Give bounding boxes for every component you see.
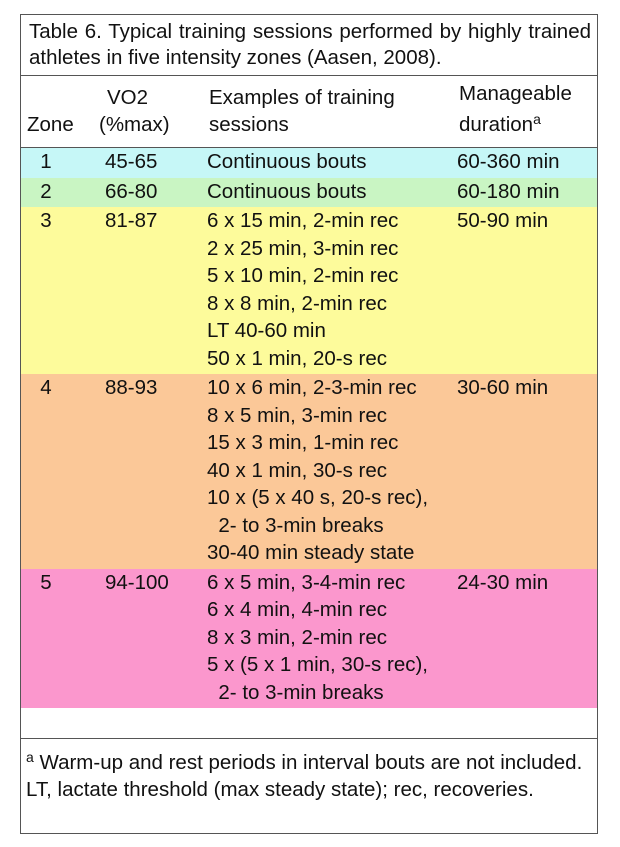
session-line: LT 40-60 min [207,319,326,342]
table-footnote: a Warm-up and rest periods in interval b… [26,750,592,803]
zone-row: 4 88-93 10 x 6 min, 2-3-min rec 8 x 5 min, … [21,374,597,569]
session-line: 30-40 min steady state [207,541,415,564]
zone-row: 3 81-87 6 x 15 min, 2-min rec 2 x 25 min, 3… [21,207,597,374]
abbreviation-note: LT, lactate threshold (max steady state)… [26,777,534,801]
vo2-range: 66-80 [105,179,158,203]
duration-value: 50-90 min [457,209,549,232]
session-line: 15 x 3 min, 1-min rec [207,431,399,454]
session-line: 6 x 5 min, 3-4-min rec [207,570,406,594]
zone-row: 1 45-65 Continuous bouts 60-360 min [21,148,597,178]
session-line: 8 x 3 min, 2-min rec [207,625,387,649]
zone-number: 1 [40,150,52,173]
session-line: 2- to 3-min breaks [207,680,384,704]
session-line: 6 x 4 min, 4-min rec [207,598,387,621]
header-duration-line2: durationa [459,111,541,136]
footnote-marker: a [26,749,34,765]
header-vo2: VO2 [107,86,149,109]
header-divider [21,147,597,148]
duration-value: 60-360 min [457,150,560,173]
session-line: 2 x 25 min, 3-min rec [207,236,399,260]
header-duration: Manageable [459,82,572,105]
vo2-range: 88-93 [105,376,158,399]
footer-divider [21,738,597,739]
table-frame: Table 6. Typical training sessions perfo… [20,14,598,834]
header-vo2-unit: (%max) [99,113,170,136]
vo2-range: 81-87 [105,209,158,232]
zone-number: 3 [40,209,52,232]
session-line: 6 x 15 min, 2-min rec [207,209,399,232]
zone-number: 5 [40,570,52,594]
session-line: 8 x 8 min, 2-min rec [207,291,387,315]
session-line: 5 x (5 x 1 min, 30-s rec), [207,653,429,676]
duration-value: 60-180 min [457,179,560,203]
vo2-range: 45-65 [105,150,158,173]
session-line: 10 x 6 min, 2-3-min rec [207,376,417,399]
footnote-marker: a [533,111,541,127]
zone-row: 5 94-100 6 x 5 min, 3-4-min rec 6 x 4 min, … [21,568,597,708]
duration-value: 24-30 min [457,570,549,594]
header-zone: Zone [27,113,74,136]
footnote-text: Warm-up and rest periods in interval bou… [33,751,583,774]
session-line: 40 x 1 min, 30-s rec [207,458,388,482]
session-line: Continuous bouts [207,179,367,203]
header-sessions-line2: sessions [209,113,289,136]
zone-row: 2 66-80 Continuous bouts 60-180 min [21,177,597,207]
session-line: 8 x 5 min, 3-min rec [207,403,387,427]
session-line: 2- to 3-min breaks [207,513,384,537]
zone-number: 4 [40,376,52,399]
table-caption: Table 6. Typical training sessions perfo… [29,20,591,69]
duration-value: 30-60 min [457,376,549,399]
header-sessions: Examples of training [209,86,395,109]
zone-number: 2 [40,179,52,203]
session-line: Continuous bouts [207,150,367,173]
session-line: 50 x 1 min, 20-s rec [207,346,388,370]
caption-divider [21,75,597,76]
vo2-range: 94-100 [105,570,169,594]
session-line: 10 x (5 x 40 s, 20-s rec), [207,486,429,509]
session-line: 5 x 10 min, 2-min rec [207,264,399,287]
